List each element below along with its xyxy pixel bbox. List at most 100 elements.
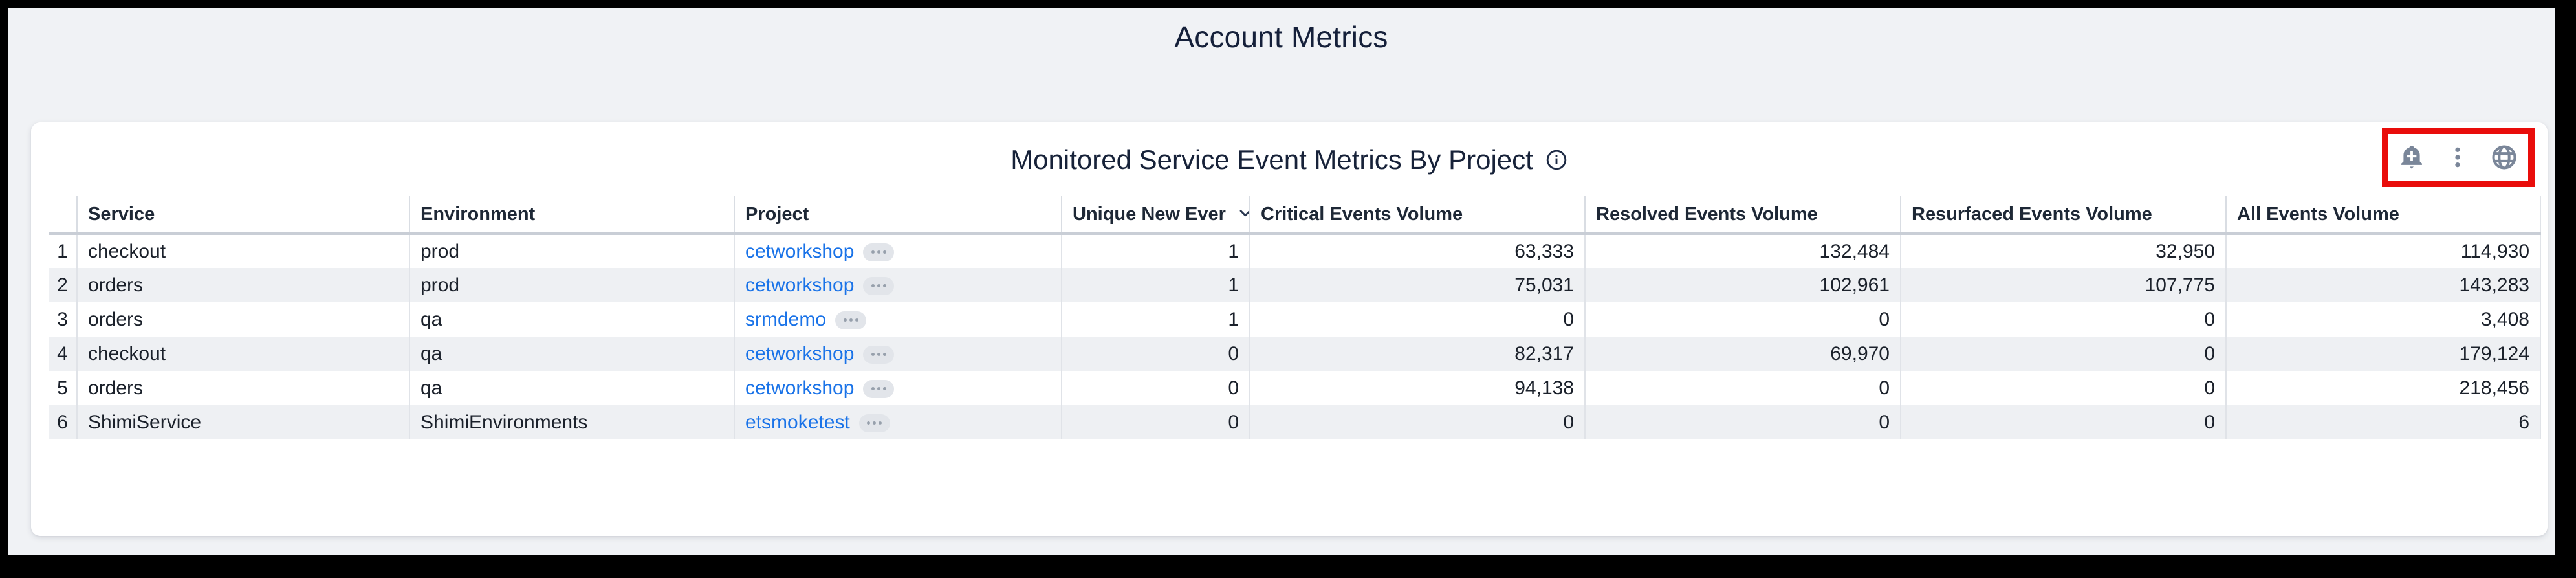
project-cell: srmdemo	[734, 302, 1062, 337]
project-actions-ellipsis-icon[interactable]	[835, 311, 867, 329]
cell-unique-new-ever: 0	[1061, 371, 1250, 405]
cell-unique-new-ever: 1	[1061, 234, 1250, 268]
add-alert-icon[interactable]	[2398, 144, 2425, 171]
column-header-label: Critical Events Volume	[1261, 203, 1463, 225]
cell-critical-events-volume: 0	[1249, 302, 1585, 337]
column-header-service[interactable]: Service	[76, 196, 409, 235]
cell-all-events-volume: 3,408	[2225, 302, 2540, 337]
project-actions-ellipsis-icon[interactable]	[863, 379, 895, 398]
column-header-label: Service	[88, 203, 155, 225]
cell-resurfaced-events-volume: 32,950	[1900, 234, 2226, 268]
cell-environment: prod	[409, 234, 734, 268]
row-number: 6	[49, 405, 77, 439]
cell-resolved-events-volume: 0	[1584, 371, 1901, 405]
row-number: 4	[49, 337, 77, 371]
column-header-resurfaced-events-volume[interactable]: Resurfaced Events Volume	[1900, 196, 2226, 235]
column-header-critical-events-volume[interactable]: Critical Events Volume	[1249, 196, 1585, 235]
project-link[interactable]: cetworkshop	[745, 274, 855, 296]
project-link[interactable]: etsmoketest	[745, 411, 850, 433]
column-header-label: Unique New Ever	[1073, 203, 1226, 225]
metrics-panel: Monitored Service Event Metrics By Proje…	[31, 122, 2548, 536]
project-link[interactable]: cetworkshop	[745, 342, 855, 364]
cell-critical-events-volume: 82,317	[1249, 337, 1585, 371]
project-cell: cetworkshop	[734, 337, 1062, 371]
cell-environment: qa	[409, 337, 734, 371]
table-row: 2 orders prod cetworkshop 1 75,031 102,961 107,…	[49, 268, 2540, 302]
cell-service: checkout	[76, 337, 409, 371]
cell-resolved-events-volume: 102,961	[1584, 268, 1901, 302]
dashboard-page: Account Metrics Monitored Service Event …	[8, 8, 2555, 555]
cell-resolved-events-volume: 0	[1584, 302, 1901, 337]
column-header-label: Project	[745, 203, 809, 225]
table-row: 1 checkout prod cetworkshop 1 63,333 132,484 32…	[49, 234, 2540, 268]
cell-resolved-events-volume: 69,970	[1584, 337, 1901, 371]
cell-resurfaced-events-volume: 0	[1900, 405, 2226, 439]
project-cell: etsmoketest	[734, 405, 1062, 439]
kebab-menu-icon[interactable]	[2445, 144, 2471, 170]
cell-resurfaced-events-volume: 0	[1900, 302, 2226, 337]
column-header-all-events-volume[interactable]: All Events Volume	[2225, 196, 2540, 235]
column-header-label: All Events Volume	[2237, 203, 2399, 225]
cell-environment: prod	[409, 268, 734, 302]
cell-service: orders	[76, 268, 409, 302]
cell-resolved-events-volume: 0	[1584, 405, 1901, 439]
cell-environment: qa	[409, 302, 734, 337]
cell-all-events-volume: 143,283	[2225, 268, 2540, 302]
project-link[interactable]: cetworkshop	[745, 240, 855, 262]
page-title: Account Metrics	[1174, 20, 1388, 54]
metrics-table: Service Environment Project Unique New Ever…	[49, 196, 2541, 439]
row-number-header	[49, 196, 77, 235]
column-header-label: Resurfaced Events Volume	[1912, 203, 2152, 225]
cell-environment: qa	[409, 371, 734, 405]
project-link[interactable]: cetworkshop	[745, 377, 855, 399]
table-row: 3 orders qa srmdemo 1 0 0 0 3,408	[49, 302, 2540, 337]
cell-critical-events-volume: 63,333	[1249, 234, 1585, 268]
cell-critical-events-volume: 0	[1249, 405, 1585, 439]
cell-unique-new-ever: 1	[1061, 302, 1250, 337]
column-header-project[interactable]: Project	[734, 196, 1062, 235]
cell-unique-new-ever: 0	[1061, 405, 1250, 439]
panel-header: Monitored Service Event Metrics By Proje…	[31, 143, 2548, 177]
column-header-resolved-events-volume[interactable]: Resolved Events Volume	[1584, 196, 1901, 235]
project-actions-ellipsis-icon[interactable]	[863, 345, 895, 364]
project-link[interactable]: srmdemo	[745, 308, 827, 330]
cell-unique-new-ever: 1	[1061, 268, 1250, 302]
project-actions-ellipsis-icon[interactable]	[858, 414, 890, 432]
cell-resurfaced-events-volume: 0	[1900, 337, 2226, 371]
cell-service: orders	[76, 302, 409, 337]
column-header-unique-new-ever[interactable]: Unique New Ever	[1061, 196, 1250, 235]
table-row: 5 orders qa cetworkshop 0 94,138 0 0 218,456	[49, 371, 2540, 405]
annotation-highlight-box	[2382, 128, 2535, 187]
table-header-row: Service Environment Project Unique New Ever…	[49, 196, 2540, 235]
cell-all-events-volume: 6	[2225, 405, 2540, 439]
cell-all-events-volume: 179,124	[2225, 337, 2540, 371]
project-cell: cetworkshop	[734, 268, 1062, 302]
row-number: 1	[57, 240, 68, 262]
project-actions-ellipsis-icon[interactable]	[863, 243, 895, 261]
cell-service: checkout	[76, 234, 409, 268]
row-number: 3	[57, 308, 68, 330]
cell-unique-new-ever: 0	[1061, 337, 1250, 371]
globe-icon[interactable]	[2490, 143, 2518, 172]
column-header-environment[interactable]: Environment	[409, 196, 734, 235]
cell-resolved-events-volume: 132,484	[1584, 234, 1901, 268]
cell-all-events-volume: 218,456	[2225, 371, 2540, 405]
project-actions-ellipsis-icon[interactable]	[863, 276, 895, 295]
row-number: 2	[49, 268, 77, 302]
cell-service: orders	[76, 371, 409, 405]
project-cell: cetworkshop	[734, 371, 1062, 405]
metrics-table-wrap: Service Environment Project Unique New Ever…	[49, 196, 2541, 439]
project-cell: cetworkshop	[734, 234, 1062, 268]
cell-resurfaced-events-volume: 0	[1900, 371, 2226, 405]
cell-service: ShimiService	[76, 405, 409, 439]
sort-desc-chevron-icon	[1239, 209, 1250, 216]
cell-environment: ShimiEnvironments	[409, 405, 734, 439]
cell-critical-events-volume: 94,138	[1249, 371, 1585, 405]
column-header-label: Environment	[420, 203, 536, 225]
cell-critical-events-volume: 75,031	[1249, 268, 1585, 302]
info-icon[interactable]	[1545, 148, 1568, 172]
panel-title: Monitored Service Event Metrics By Proje…	[1010, 144, 1533, 175]
row-number: 5	[57, 377, 68, 399]
column-header-label: Resolved Events Volume	[1596, 203, 1818, 225]
